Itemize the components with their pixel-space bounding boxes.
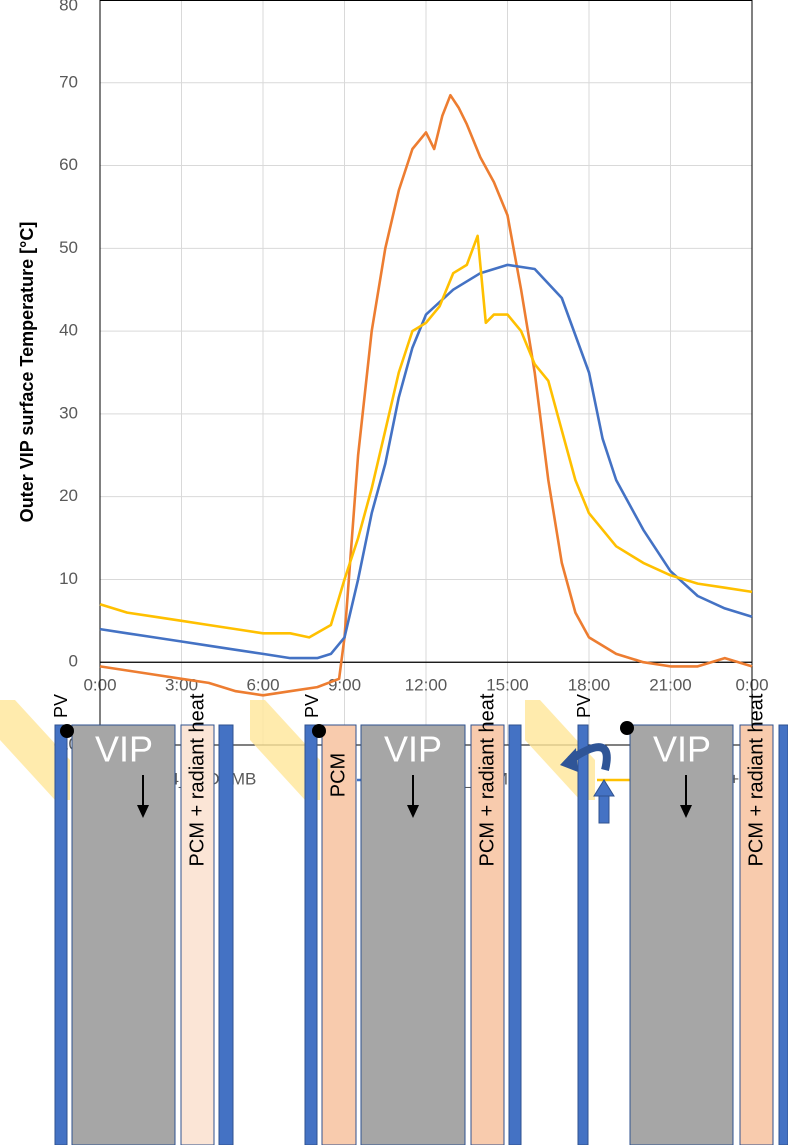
series-line — [99, 93, 753, 697]
pcm-layer — [739, 724, 774, 1145]
pv-strip — [577, 724, 589, 1145]
x-tick-label: 21:00 — [649, 676, 692, 695]
y-tick-label: 30 — [59, 403, 78, 422]
y-tick-label: 70 — [59, 72, 78, 91]
y-tick-label: 50 — [59, 238, 78, 257]
chart: -10010203040506070800:003:006:009:0012:0… — [53, 0, 769, 788]
sensor — [312, 724, 326, 738]
airflow-arrowhead — [593, 779, 615, 797]
arrowhead — [680, 805, 692, 818]
x-tick-label: 18:00 — [568, 676, 611, 695]
pcm-layer — [180, 724, 215, 1145]
wall-strip — [508, 724, 522, 1145]
y-tick-label: 10 — [59, 569, 78, 588]
pcm-layer — [321, 724, 357, 1145]
vip-label: VIP — [384, 729, 442, 770]
pv-label: PV — [302, 694, 322, 718]
pcm-label: PCM + radiant heat — [476, 693, 498, 866]
y-tick-label: 80 — [59, 0, 78, 14]
x-tick-label: 12:00 — [405, 676, 448, 695]
wall-strip — [778, 724, 788, 1145]
y-tick-label: 20 — [59, 486, 78, 505]
pv-label: PV — [51, 694, 71, 718]
y-axis-title: Outer VIP surface Temperature [°C] — [17, 222, 37, 523]
arrowhead — [137, 805, 149, 818]
pv-label: PV — [574, 694, 594, 718]
y-tick-label: 0 — [69, 652, 78, 671]
diagram: PV VIP PCM + radiant heat PV PCM VIP PCM… — [0, 693, 788, 1145]
vip-panel — [71, 724, 176, 1145]
vip-label: VIP — [95, 729, 153, 770]
series-line — [99, 234, 753, 639]
sun-ray — [0, 700, 70, 800]
pv-strip — [304, 724, 318, 1145]
airflow-arrow — [598, 794, 610, 824]
wall-strip — [218, 724, 234, 1145]
arrowhead — [407, 805, 419, 818]
airflow-arrow — [567, 743, 611, 771]
x-tick-label: 9:00 — [328, 676, 361, 695]
pv-strip — [54, 724, 68, 1145]
y-tick-label: 60 — [59, 155, 78, 174]
vip-panel — [629, 724, 734, 1145]
vip-label: VIP — [653, 729, 711, 770]
pcm-label: PCM + radiant heat — [186, 693, 208, 866]
x-tick-label: 6:00 — [246, 676, 279, 695]
pcm-layer — [470, 724, 505, 1145]
pcm-label: PCM — [327, 753, 349, 797]
y-tick-label: 40 — [59, 321, 78, 340]
sensor — [620, 721, 634, 735]
pcm-label: PCM + radiant heat — [745, 693, 767, 866]
sensor — [60, 724, 74, 738]
sun-ray — [250, 700, 320, 800]
series-line — [99, 263, 753, 660]
x-tick-label: 15:00 — [486, 676, 529, 695]
airflow-arrowhead — [560, 748, 578, 772]
